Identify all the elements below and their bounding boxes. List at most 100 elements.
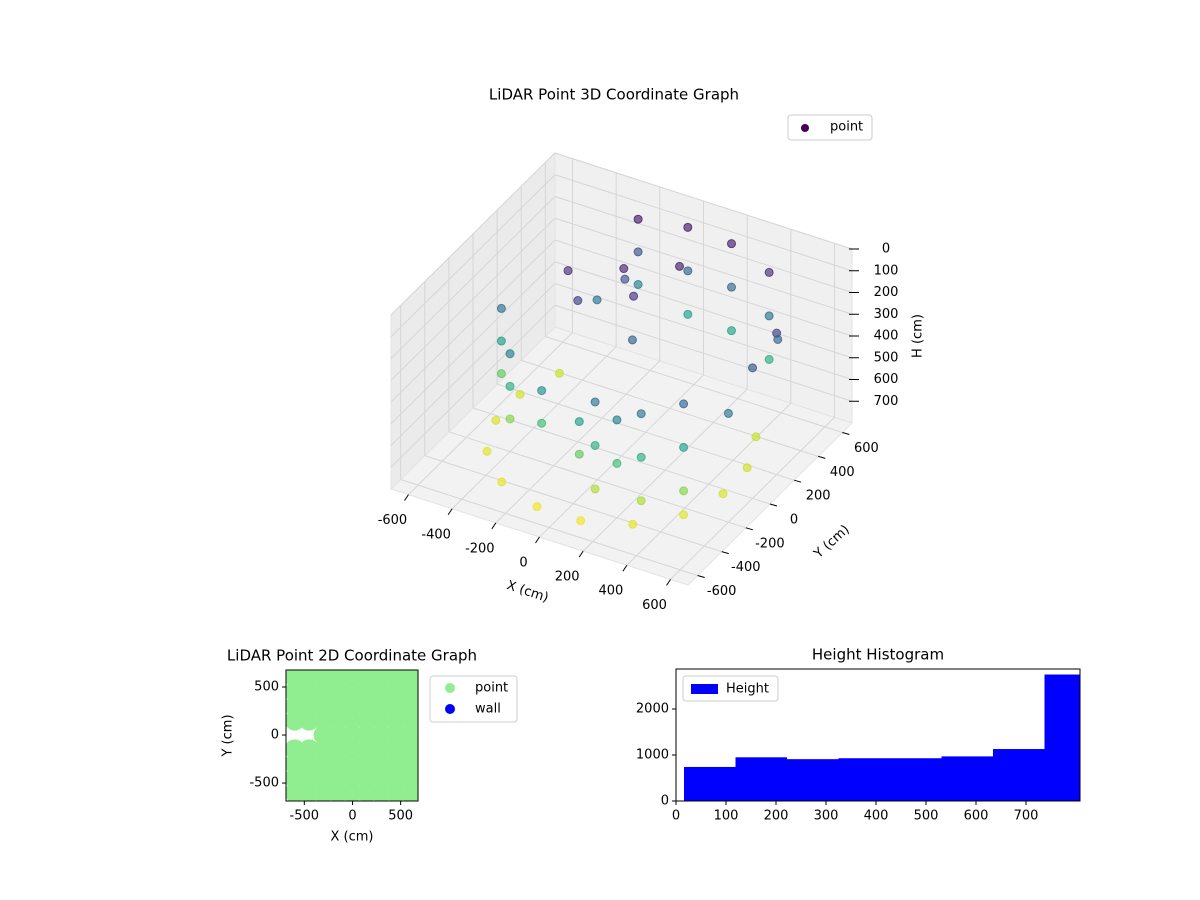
x-tick-label: 0 <box>672 809 680 824</box>
x-tick-label: 200 <box>555 570 580 585</box>
x-tick-label: 400 <box>864 809 889 824</box>
y-axis-label: Y (cm) <box>221 714 236 757</box>
plot-area <box>286 670 418 801</box>
point <box>764 267 774 277</box>
point <box>764 311 774 321</box>
legend-marker <box>445 704 455 714</box>
point <box>286 739 305 760</box>
point <box>342 725 363 746</box>
bar <box>838 758 890 801</box>
grid-line <box>390 304 556 468</box>
axes-frame <box>675 668 1081 802</box>
bar <box>735 757 787 801</box>
grid-line <box>554 261 853 359</box>
plot-area <box>684 674 1080 801</box>
y-axis-label: Y (cm) <box>811 522 853 562</box>
x-tick-label: 600 <box>964 809 989 824</box>
x-tick-label: 500 <box>388 809 413 824</box>
x-tick-label: 0 <box>519 556 527 571</box>
legend-label: point <box>475 681 508 696</box>
z-tick-label: 0 <box>882 242 890 257</box>
x-tick-label: 700 <box>1014 809 1039 824</box>
x-tick <box>447 508 453 516</box>
point <box>342 782 363 801</box>
x-tick <box>404 494 409 501</box>
z-tick-label: 300 <box>874 307 899 322</box>
grid-line <box>424 455 722 553</box>
grid-line <box>390 217 556 381</box>
point <box>576 516 586 526</box>
y-tick-label: 0 <box>790 513 798 528</box>
grid-line <box>448 431 747 529</box>
point <box>328 739 349 760</box>
y-tick <box>721 551 729 555</box>
point <box>299 753 320 774</box>
grid-line <box>390 152 556 316</box>
point <box>773 334 783 344</box>
point <box>496 336 506 346</box>
point <box>371 753 392 774</box>
point <box>342 681 363 702</box>
grid-line <box>390 239 556 403</box>
x-tick <box>622 564 628 572</box>
point <box>497 477 507 487</box>
y-tick-label: -500 <box>249 776 279 791</box>
point <box>299 768 320 789</box>
point <box>620 274 630 284</box>
point <box>574 449 584 459</box>
point <box>356 739 377 760</box>
grid-line <box>554 152 853 250</box>
legend-marker <box>445 683 455 693</box>
x-tick-label: 0 <box>348 809 356 824</box>
point <box>313 696 334 717</box>
point <box>342 768 363 789</box>
point <box>633 247 643 257</box>
x-tick <box>578 550 584 558</box>
z-tick-label: 600 <box>874 372 899 387</box>
point <box>328 753 349 774</box>
grid-line <box>390 261 556 425</box>
point <box>313 782 334 801</box>
point <box>286 681 305 702</box>
grid-line <box>554 304 853 402</box>
point <box>286 710 305 731</box>
point <box>385 725 406 746</box>
point <box>385 681 406 702</box>
point <box>619 264 629 274</box>
point <box>505 414 515 424</box>
point <box>590 440 600 450</box>
z-tick-label: 100 <box>874 263 899 278</box>
point <box>313 753 334 774</box>
point <box>328 782 349 801</box>
point <box>356 725 377 746</box>
legend-label: point <box>830 120 863 135</box>
y-tick-label: 400 <box>830 465 855 480</box>
x-tick-label: -500 <box>290 809 320 824</box>
point <box>675 261 685 271</box>
point <box>636 452 646 462</box>
y-tick <box>793 479 802 483</box>
point <box>371 696 392 717</box>
point <box>342 753 363 774</box>
grid-line <box>554 283 853 380</box>
y-tick <box>697 574 705 578</box>
bar <box>1044 674 1080 801</box>
point <box>612 458 622 468</box>
point <box>385 739 406 760</box>
point <box>679 486 689 496</box>
point <box>636 496 646 506</box>
y-tick-label: 200 <box>806 489 831 504</box>
point <box>727 239 736 249</box>
point <box>371 739 392 760</box>
point <box>342 696 363 717</box>
point <box>727 282 736 292</box>
point <box>371 782 392 801</box>
legend-box <box>682 675 779 702</box>
point <box>356 753 377 774</box>
point <box>683 266 693 276</box>
point <box>748 363 758 373</box>
y-tick-label: 600 <box>854 441 879 456</box>
point <box>385 710 406 731</box>
point <box>636 409 646 419</box>
